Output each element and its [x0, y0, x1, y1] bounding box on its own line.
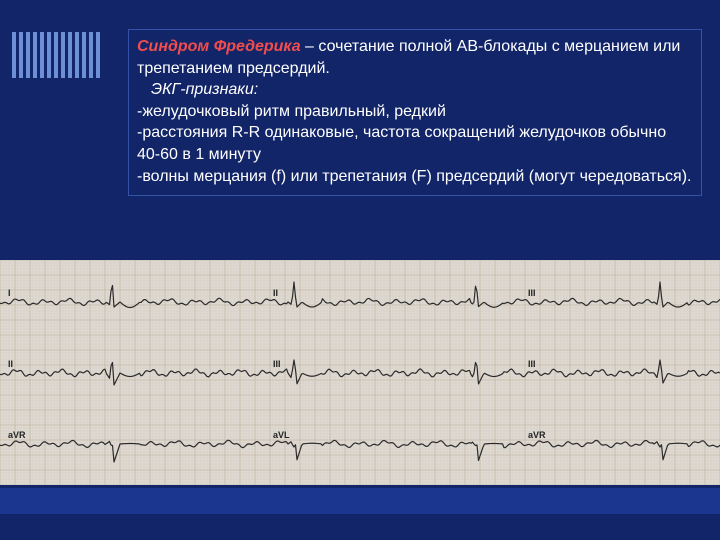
info-box: Синдром Фредерика – сочетание полной АВ-…: [128, 29, 702, 196]
svg-text:I: I: [8, 288, 11, 298]
svg-text:aVR: aVR: [528, 430, 546, 440]
bullet-2: расстояния R-R одинаковые, частота сокра…: [137, 122, 693, 165]
ecg-strip: IIIIIIIIIIIIIIaVRaVLaVR: [0, 260, 720, 485]
svg-text:II: II: [8, 359, 13, 369]
ecg-svg: IIIIIIIIIIIIIIaVRaVLaVR: [0, 260, 720, 485]
svg-text:aVL: aVL: [273, 430, 290, 440]
svg-text:aVR: aVR: [8, 430, 26, 440]
svg-text:III: III: [528, 359, 536, 369]
title-line: Синдром Фредерика – сочетание полной АВ-…: [137, 36, 693, 79]
title-term: Синдром Фредерика: [137, 38, 301, 55]
bullet-3: волны мерцания (f) или трепетания (F) пр…: [137, 166, 693, 188]
decorative-stripes: [12, 32, 132, 78]
bullet-1: желудочковый ритм правильный, редкий: [137, 101, 693, 123]
svg-text:II: II: [273, 288, 278, 298]
svg-text:III: III: [273, 359, 281, 369]
ecg-signs-label: ЭКГ-признаки:: [151, 79, 693, 101]
footer-bar: [0, 488, 720, 514]
svg-text:III: III: [528, 288, 536, 298]
